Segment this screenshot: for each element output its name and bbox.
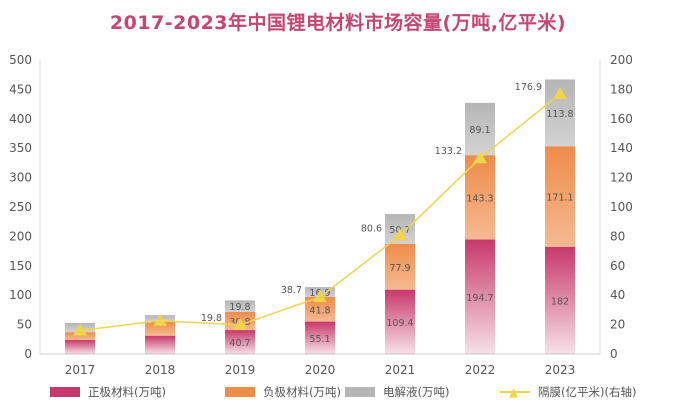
y-tick-label: 500 [9, 53, 32, 67]
y2-tick-label: 80 [610, 229, 625, 243]
bar-data-label: 109.4 [386, 318, 413, 329]
bar-cathode [225, 330, 255, 354]
bar-electrolyte [465, 102, 495, 156]
y-tick-label: 350 [9, 141, 32, 155]
x-tick-label: 2020 [305, 363, 336, 377]
y2-tick-label: 60 [610, 259, 625, 273]
bar-cathode [385, 289, 415, 354]
bar-data-label: 194.7 [466, 293, 493, 304]
y-tick-label: 0 [24, 347, 32, 361]
x-tick-label: 2021 [385, 363, 416, 377]
y-tick-label: 50 [17, 318, 32, 332]
x-tick-label: 2022 [465, 363, 496, 377]
bar-data-label: 182 [551, 296, 569, 307]
y-tick-label: 300 [9, 171, 32, 185]
y2-tick-label: 180 [610, 82, 633, 96]
bar-data-label: 55.1 [309, 334, 330, 345]
bar-data-label: 40.7 [229, 338, 250, 349]
bar-cathode [65, 339, 95, 354]
x-tick-label: 2018 [145, 363, 176, 377]
legend-label: 电解液(万吨) [383, 385, 450, 399]
bar-cathode [465, 239, 495, 354]
bar-data-label: 143.3 [466, 193, 493, 204]
legend-item: 电解液(万吨) [345, 384, 449, 400]
y2-tick-label: 140 [610, 141, 633, 155]
separator-marker [233, 317, 247, 330]
y-tick-label: 100 [9, 288, 32, 302]
legend-line-marker: ▲ [500, 385, 530, 399]
line-data-label: 19.8 [201, 313, 222, 324]
y-tick-label: 200 [9, 229, 32, 243]
y2-tick-label: 160 [610, 112, 633, 126]
x-tick-label: 2017 [65, 363, 96, 377]
legend-swatch [225, 387, 255, 397]
separator-marker [473, 151, 487, 164]
separator-marker [153, 313, 167, 326]
y-tick-label: 400 [9, 112, 32, 126]
legend-swatch [345, 387, 375, 397]
legend-item: 正极材料(万吨) [50, 384, 166, 400]
bar-data-label: 41.8 [309, 305, 330, 316]
legend-label: 隔膜(亿平米)(右轴) [538, 385, 637, 399]
bar-electrolyte [225, 300, 255, 312]
separator-marker [73, 323, 87, 336]
y2-tick-label: 0 [610, 347, 618, 361]
bar-anode [145, 321, 175, 336]
legend-item: 负极材料(万吨) [225, 384, 341, 400]
legend-label: 正极材料(万吨) [88, 385, 166, 399]
separator-marker [313, 290, 327, 303]
x-tick-label: 2023 [545, 363, 576, 377]
y2-tick-label: 20 [610, 318, 625, 332]
separator-marker [553, 86, 567, 99]
bar-anode [65, 332, 95, 340]
bar-cathode [545, 246, 575, 354]
y-tick-label: 450 [9, 82, 32, 96]
line-data-label: 38.7 [281, 285, 302, 296]
bar-data-label: 77.9 [389, 263, 410, 274]
legend-label: 负极材料(万吨) [263, 385, 341, 399]
line-data-label: 133.2 [435, 146, 462, 157]
bar-data-label: 19.8 [229, 302, 250, 313]
bar-cathode [145, 335, 175, 354]
bar-data-label: 113.8 [546, 109, 573, 120]
y2-tick-label: 40 [610, 288, 625, 302]
y2-tick-label: 200 [610, 53, 633, 67]
legend-item: ▲ 隔膜(亿平米)(右轴) [500, 384, 636, 400]
x-tick-label: 2019 [225, 363, 256, 377]
bar-anode [465, 155, 495, 240]
chart-title: 2017-2023年中国锂电材料市场容量(万吨,亿平米) [109, 12, 567, 34]
y2-tick-label: 120 [610, 171, 633, 185]
separator-marker [393, 228, 407, 241]
bar-data-label: 89.1 [469, 125, 490, 136]
line-data-label: 80.6 [361, 224, 382, 235]
line-data-label: 176.9 [515, 82, 542, 93]
bar-data-label: 171.1 [546, 193, 573, 204]
bar-anode [545, 146, 575, 247]
bar-anode [385, 243, 415, 290]
y-tick-label: 250 [9, 200, 32, 214]
y-tick-label: 150 [9, 259, 32, 273]
legend-swatch [50, 387, 80, 397]
y2-tick-label: 100 [610, 200, 633, 214]
bar-cathode [305, 321, 335, 354]
